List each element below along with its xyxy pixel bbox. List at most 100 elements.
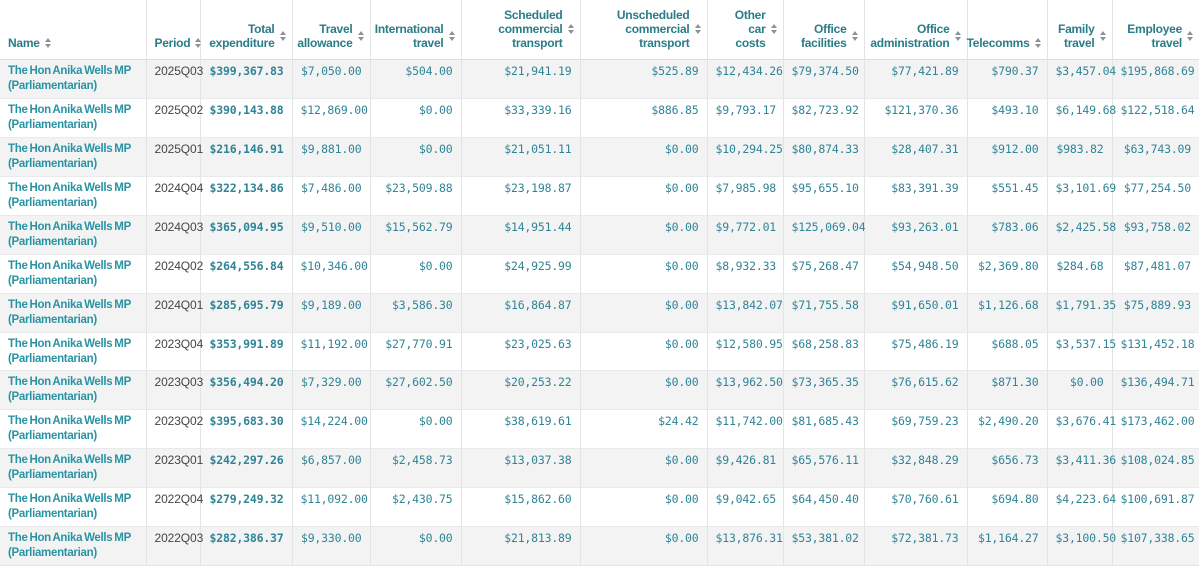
cell-total-expenditure: $285,695.79 (199, 293, 292, 333)
cell-office-facilities: $81,685.43 (782, 409, 864, 449)
column-header-unscheduled-commercial-transport[interactable]: Unscheduled commercial transport (579, 0, 707, 61)
cell-family-travel: $4,223.64 (1046, 487, 1116, 527)
cell-family-travel: $3,537.15 (1046, 332, 1116, 371)
sort-icon[interactable] (1034, 38, 1041, 49)
sort-icon[interactable] (448, 31, 455, 42)
cell-employee-travel: $107,338.65 (1111, 526, 1199, 566)
cell-period: 2023Q04 (145, 332, 203, 371)
parliamentarian-name-link[interactable]: The Hon Anika Wells MP (Parliamentarian) (8, 259, 131, 287)
parliamentarian-name-link[interactable]: The Hon Anika Wells MP (Parliamentarian) (8, 298, 131, 326)
cell-total-expenditure: $322,134.86 (199, 176, 292, 216)
cell-period: 2023Q02 (145, 409, 203, 449)
table-row: The Hon Anika Wells MP (Parliamentarian)… (0, 448, 1199, 488)
sort-icon[interactable] (567, 24, 574, 35)
cell-office-administration: $75,486.19 (863, 332, 967, 371)
parliamentarian-name-link[interactable]: The Hon Anika Wells MP (Parliamentarian) (8, 454, 131, 482)
cell-international-travel: $27,770.91 (369, 332, 461, 371)
cell-family-travel: $3,457.04 (1046, 59, 1116, 99)
parliamentarian-name-link[interactable]: The Hon Anika Wells MP (Parliamentarian) (8, 493, 131, 521)
sort-ascending-icon (44, 38, 51, 43)
parliamentarian-name-link[interactable]: The Hon Anika Wells MP (Parliamentarian) (8, 531, 131, 559)
column-header-office-administration[interactable]: Office administration (863, 0, 967, 61)
cell-name: The Hon Anika Wells MP (Parliamentarian) (0, 410, 146, 449)
parliamentarian-name-link[interactable]: The Hon Anika Wells MP (Parliamentarian) (8, 220, 131, 248)
cell-international-travel: $27,602.50 (369, 370, 461, 410)
sort-icon[interactable] (195, 38, 202, 49)
sort-icon[interactable] (954, 31, 961, 42)
cell-office-facilities: $65,576.11 (782, 448, 864, 488)
column-header-name[interactable]: Name (0, 0, 146, 61)
parliamentarian-name-link[interactable]: The Hon Anika Wells MP (Parliamentarian) (8, 182, 131, 210)
cell-unscheduled-commercial-transport: $0.00 (579, 254, 707, 294)
sort-icon[interactable] (1099, 31, 1106, 42)
cell-international-travel: $0.00 (369, 137, 461, 177)
column-header-office-facilities[interactable]: Office facilities (782, 0, 864, 61)
cell-name: The Hon Anika Wells MP (Parliamentarian) (0, 526, 146, 565)
column-header-employee-travel[interactable]: Employee travel (1111, 0, 1199, 61)
cell-employee-travel: $87,481.07 (1111, 254, 1199, 294)
column-header-international-travel[interactable]: International travel (369, 0, 461, 61)
column-header-family-travel[interactable]: Family travel (1046, 0, 1112, 61)
cell-scheduled-commercial-transport: $24,925.99 (460, 254, 580, 294)
parliamentarian-name-link[interactable]: The Hon Anika Wells MP (Parliamentarian) (8, 376, 131, 404)
column-header-scheduled-commercial-transport[interactable]: Scheduled commercial transport (460, 0, 580, 61)
sort-ascending-icon (279, 31, 286, 36)
cell-scheduled-commercial-transport: $15,862.60 (460, 487, 580, 527)
column-header-total-expenditure[interactable]: Total expenditure (199, 0, 292, 61)
sort-icon[interactable] (357, 31, 364, 42)
sort-icon[interactable] (851, 31, 858, 42)
cell-other-car-costs: $9,793.17 (706, 98, 783, 138)
cell-office-administration: $121,370.36 (863, 98, 967, 138)
cell-scheduled-commercial-transport: $16,864.87 (460, 293, 580, 333)
sort-ascending-icon (195, 38, 202, 43)
cell-telecomms: $912.00 (966, 137, 1047, 177)
cell-family-travel: $3,411.36 (1046, 448, 1116, 488)
cell-other-car-costs: $13,876.31 (706, 526, 783, 566)
cell-telecomms: $694.80 (966, 487, 1047, 527)
parliamentarian-name-link[interactable]: The Hon Anika Wells MP (Parliamentarian) (8, 65, 131, 93)
cell-period: 2023Q01 (145, 448, 203, 488)
cell-office-facilities: $79,374.50 (782, 59, 864, 99)
cell-other-car-costs: $7,985.98 (706, 176, 783, 216)
cell-unscheduled-commercial-transport: $0.00 (579, 176, 707, 216)
cell-international-travel: $0.00 (369, 526, 461, 566)
cell-family-travel: $3,101.69 (1046, 176, 1116, 216)
cell-employee-travel: $100,691.87 (1111, 487, 1199, 527)
column-header-period[interactable]: Period (145, 0, 202, 61)
sort-icon[interactable] (770, 24, 777, 35)
column-label: Family travel (1057, 22, 1095, 51)
cell-employee-travel: $63,743.09 (1111, 137, 1199, 177)
column-header-other-car-costs[interactable]: Other car costs (706, 0, 783, 61)
sort-descending-icon (195, 44, 202, 49)
cell-name: The Hon Anika Wells MP (Parliamentarian) (0, 99, 146, 138)
sort-icon[interactable] (279, 31, 286, 42)
cell-scheduled-commercial-transport: $21,051.11 (460, 137, 580, 177)
sort-descending-icon (851, 37, 858, 42)
cell-travel-allowance: $10,346.00 (291, 254, 370, 294)
cell-total-expenditure: $279,249.32 (199, 487, 292, 527)
cell-period: 2024Q01 (145, 293, 203, 333)
cell-office-facilities: $75,268.47 (782, 254, 864, 294)
cell-scheduled-commercial-transport: $23,025.63 (460, 332, 580, 371)
cell-unscheduled-commercial-transport: $886.85 (579, 98, 707, 138)
cell-international-travel: $15,562.79 (369, 215, 461, 255)
parliamentarian-name-link[interactable]: The Hon Anika Wells MP (Parliamentarian) (8, 337, 131, 365)
cell-total-expenditure: $365,094.95 (199, 215, 292, 255)
cell-telecomms: $688.05 (966, 332, 1047, 371)
parliamentarian-name-link[interactable]: The Hon Anika Wells MP (Parliamentarian) (8, 143, 131, 171)
sort-ascending-icon (448, 31, 455, 36)
cell-telecomms: $783.06 (966, 215, 1047, 255)
cell-office-administration: $72,381.73 (863, 526, 967, 566)
cell-office-facilities: $71,755.58 (782, 293, 864, 333)
sort-icon[interactable] (1187, 31, 1193, 42)
cell-unscheduled-commercial-transport: $24.42 (579, 409, 707, 449)
parliamentarian-name-link[interactable]: The Hon Anika Wells MP (Parliamentarian) (8, 415, 131, 443)
column-header-travel-allowance[interactable]: Travel allowance (291, 0, 370, 61)
sort-icon[interactable] (694, 24, 701, 35)
column-header-telecomms[interactable]: Telecomms (966, 0, 1047, 61)
cell-office-facilities: $125,069.04 (782, 215, 866, 255)
sort-ascending-icon (1099, 31, 1106, 36)
parliamentarian-name-link[interactable]: The Hon Anika Wells MP (Parliamentarian) (8, 104, 131, 132)
sort-icon[interactable] (44, 38, 51, 49)
sort-descending-icon (448, 37, 455, 42)
